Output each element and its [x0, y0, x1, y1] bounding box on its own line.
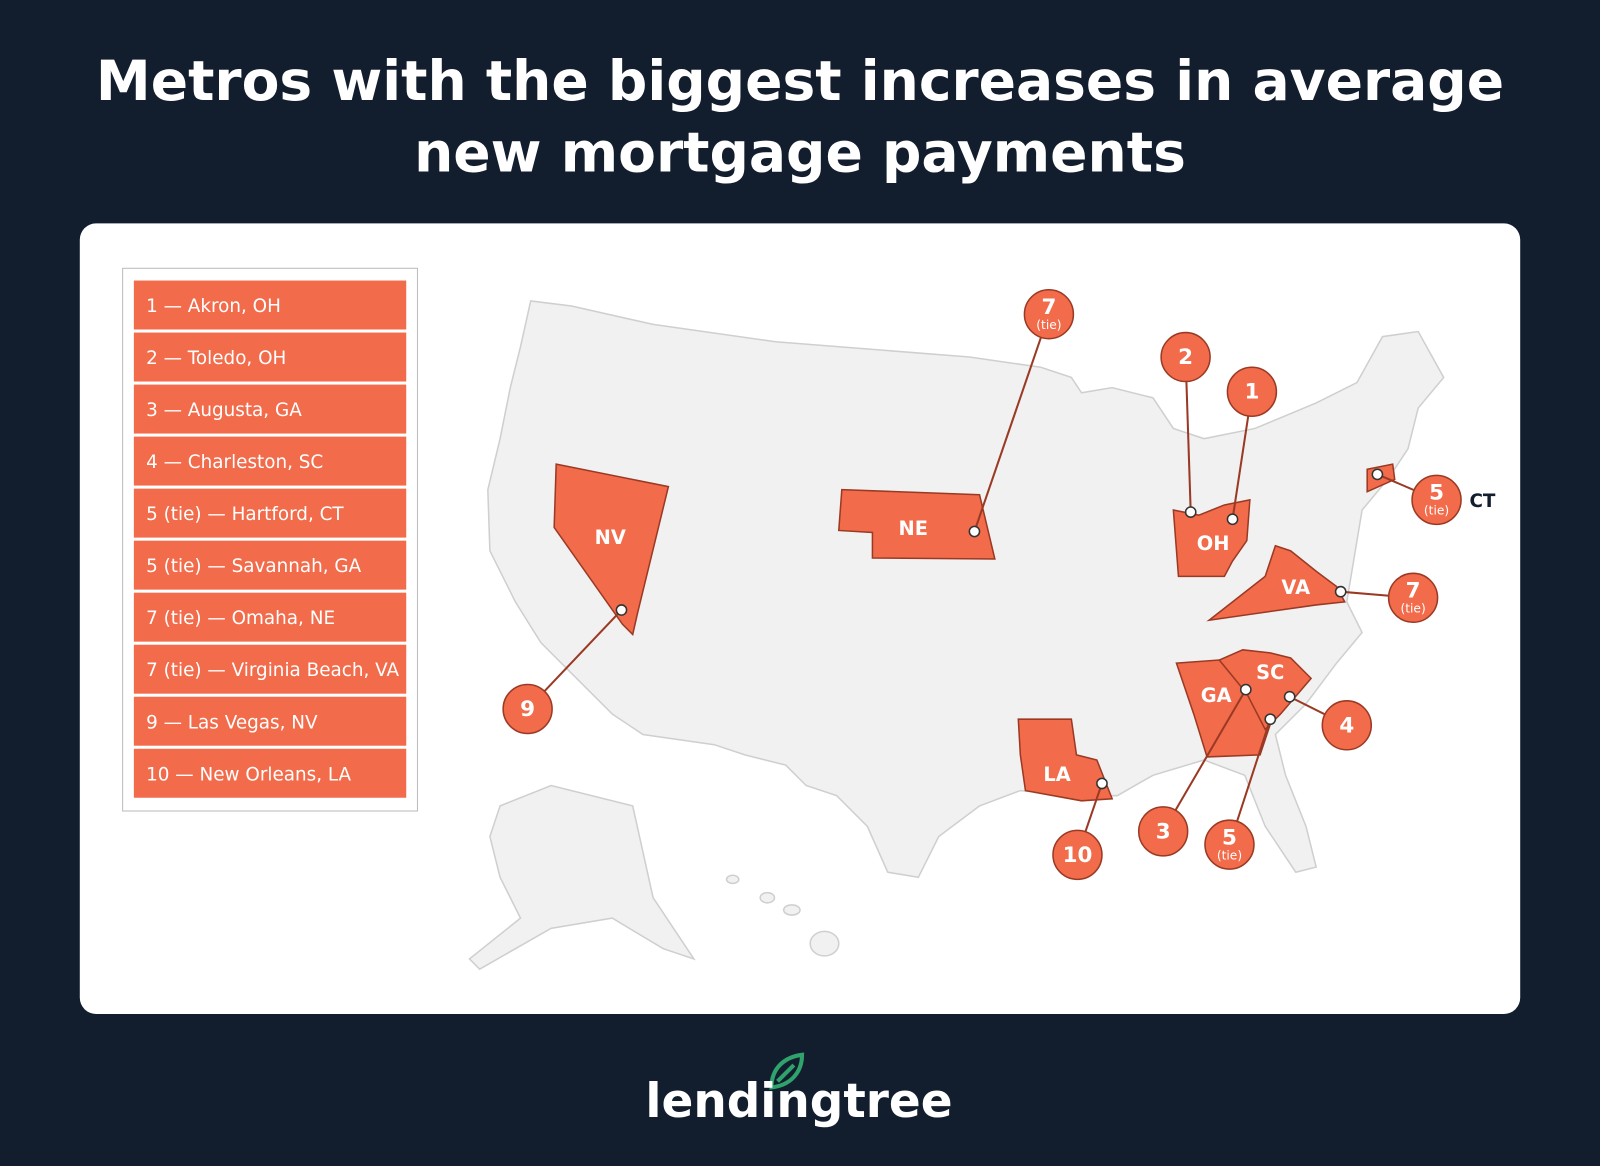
legend: 1 — Akron, OH 2 — Toledo, OH 3 — Augusta, …	[133, 280, 407, 798]
state-label: GA	[1201, 684, 1232, 707]
alaska	[468, 784, 696, 971]
legend-item: 10 — New Orleans, LA	[146, 764, 351, 785]
legend-row	[133, 644, 407, 694]
marker	[1321, 700, 1373, 751]
legend-item: 9 — Las Vegas, NV	[146, 712, 318, 733]
marker	[1226, 366, 1278, 417]
state-label: OH	[1197, 532, 1230, 555]
legend-row	[133, 592, 407, 642]
legend-item: 7 (tie) — Omaha, NE	[146, 608, 335, 629]
marker	[502, 683, 553, 735]
legend-row	[133, 384, 407, 434]
marker-rank: 5	[1429, 481, 1444, 506]
title-line: new mortgage payments	[414, 120, 1186, 184]
marker-point	[615, 604, 628, 616]
marker-point	[968, 525, 981, 538]
state-va	[1206, 544, 1346, 622]
marker	[1023, 288, 1075, 340]
state-nv	[553, 463, 670, 637]
legend-row	[133, 696, 407, 746]
marker	[1160, 331, 1211, 383]
hawaii	[725, 874, 740, 885]
legend-row	[133, 540, 407, 590]
marker-point	[1096, 777, 1108, 790]
legend-item: 4 — Charleston, SC	[146, 452, 323, 473]
title-line: Metros with the biggest increases in ave…	[96, 49, 1504, 113]
legend-item: 7 (tie) — Virginia Beach, VA	[146, 660, 399, 681]
marker	[1387, 572, 1439, 624]
legend-row	[133, 436, 407, 486]
marker-rank: 4	[1339, 713, 1354, 738]
marker-note: (tie)	[1400, 602, 1425, 616]
hawaii	[782, 904, 801, 916]
marker-rank: 1	[1244, 380, 1259, 405]
marker-note: (tie)	[1217, 848, 1242, 862]
legend-item: 5 (tie) — Hartford, CT	[146, 504, 344, 525]
logo-leaf	[769, 1052, 805, 1090]
state-label: NV	[595, 526, 626, 549]
marker-point	[1283, 690, 1296, 703]
hawaii	[759, 891, 776, 904]
leader-line	[1184, 357, 1192, 513]
hawaii	[809, 930, 840, 957]
marker-point	[1184, 506, 1197, 518]
marker-rank: 10	[1063, 843, 1093, 868]
marker-rank: 7	[1406, 579, 1421, 604]
marker	[1204, 819, 1255, 870]
marker-rank: 5	[1222, 826, 1237, 851]
logo: lendingtree	[645, 1052, 953, 1129]
state-label: NE	[899, 517, 928, 540]
legend-item: 1 — Akron, OH	[146, 296, 281, 317]
marker-rank: 3	[1156, 819, 1171, 844]
legend-item: 3 — Augusta, GA	[146, 400, 302, 421]
marker-rank: 9	[520, 697, 535, 722]
leader-line	[1162, 689, 1247, 832]
legend-item: 2 — Toledo, OH	[146, 348, 286, 369]
marker	[1137, 806, 1189, 857]
legend-row	[133, 280, 407, 330]
marker-point	[1264, 713, 1277, 726]
legend-row	[133, 748, 407, 798]
state-label: VA	[1281, 576, 1310, 599]
marker-point	[1239, 683, 1252, 696]
leader-line	[973, 313, 1050, 532]
ct-label: CT	[1469, 491, 1495, 512]
brand: lendingtree	[645, 1074, 952, 1129]
marker-point	[1226, 513, 1239, 526]
marker-note: (tie)	[1424, 504, 1449, 518]
state-ne	[837, 488, 996, 560]
legend-row	[133, 488, 407, 538]
marker-point	[1334, 585, 1347, 598]
legend-item: 5 (tie) — Savannah, GA	[146, 556, 362, 577]
state-label: LA	[1043, 763, 1070, 786]
map	[468, 300, 1445, 971]
marker-point	[1371, 468, 1384, 481]
state-sc	[1218, 649, 1313, 731]
state-la	[1017, 718, 1114, 802]
state-label: SC	[1256, 661, 1284, 684]
marker-rank: 2	[1178, 345, 1193, 370]
marker	[1052, 829, 1103, 881]
legend-row	[133, 332, 407, 382]
marker-rank: 7	[1041, 295, 1056, 320]
marker	[1411, 474, 1462, 526]
marker-note: (tie)	[1036, 318, 1061, 332]
